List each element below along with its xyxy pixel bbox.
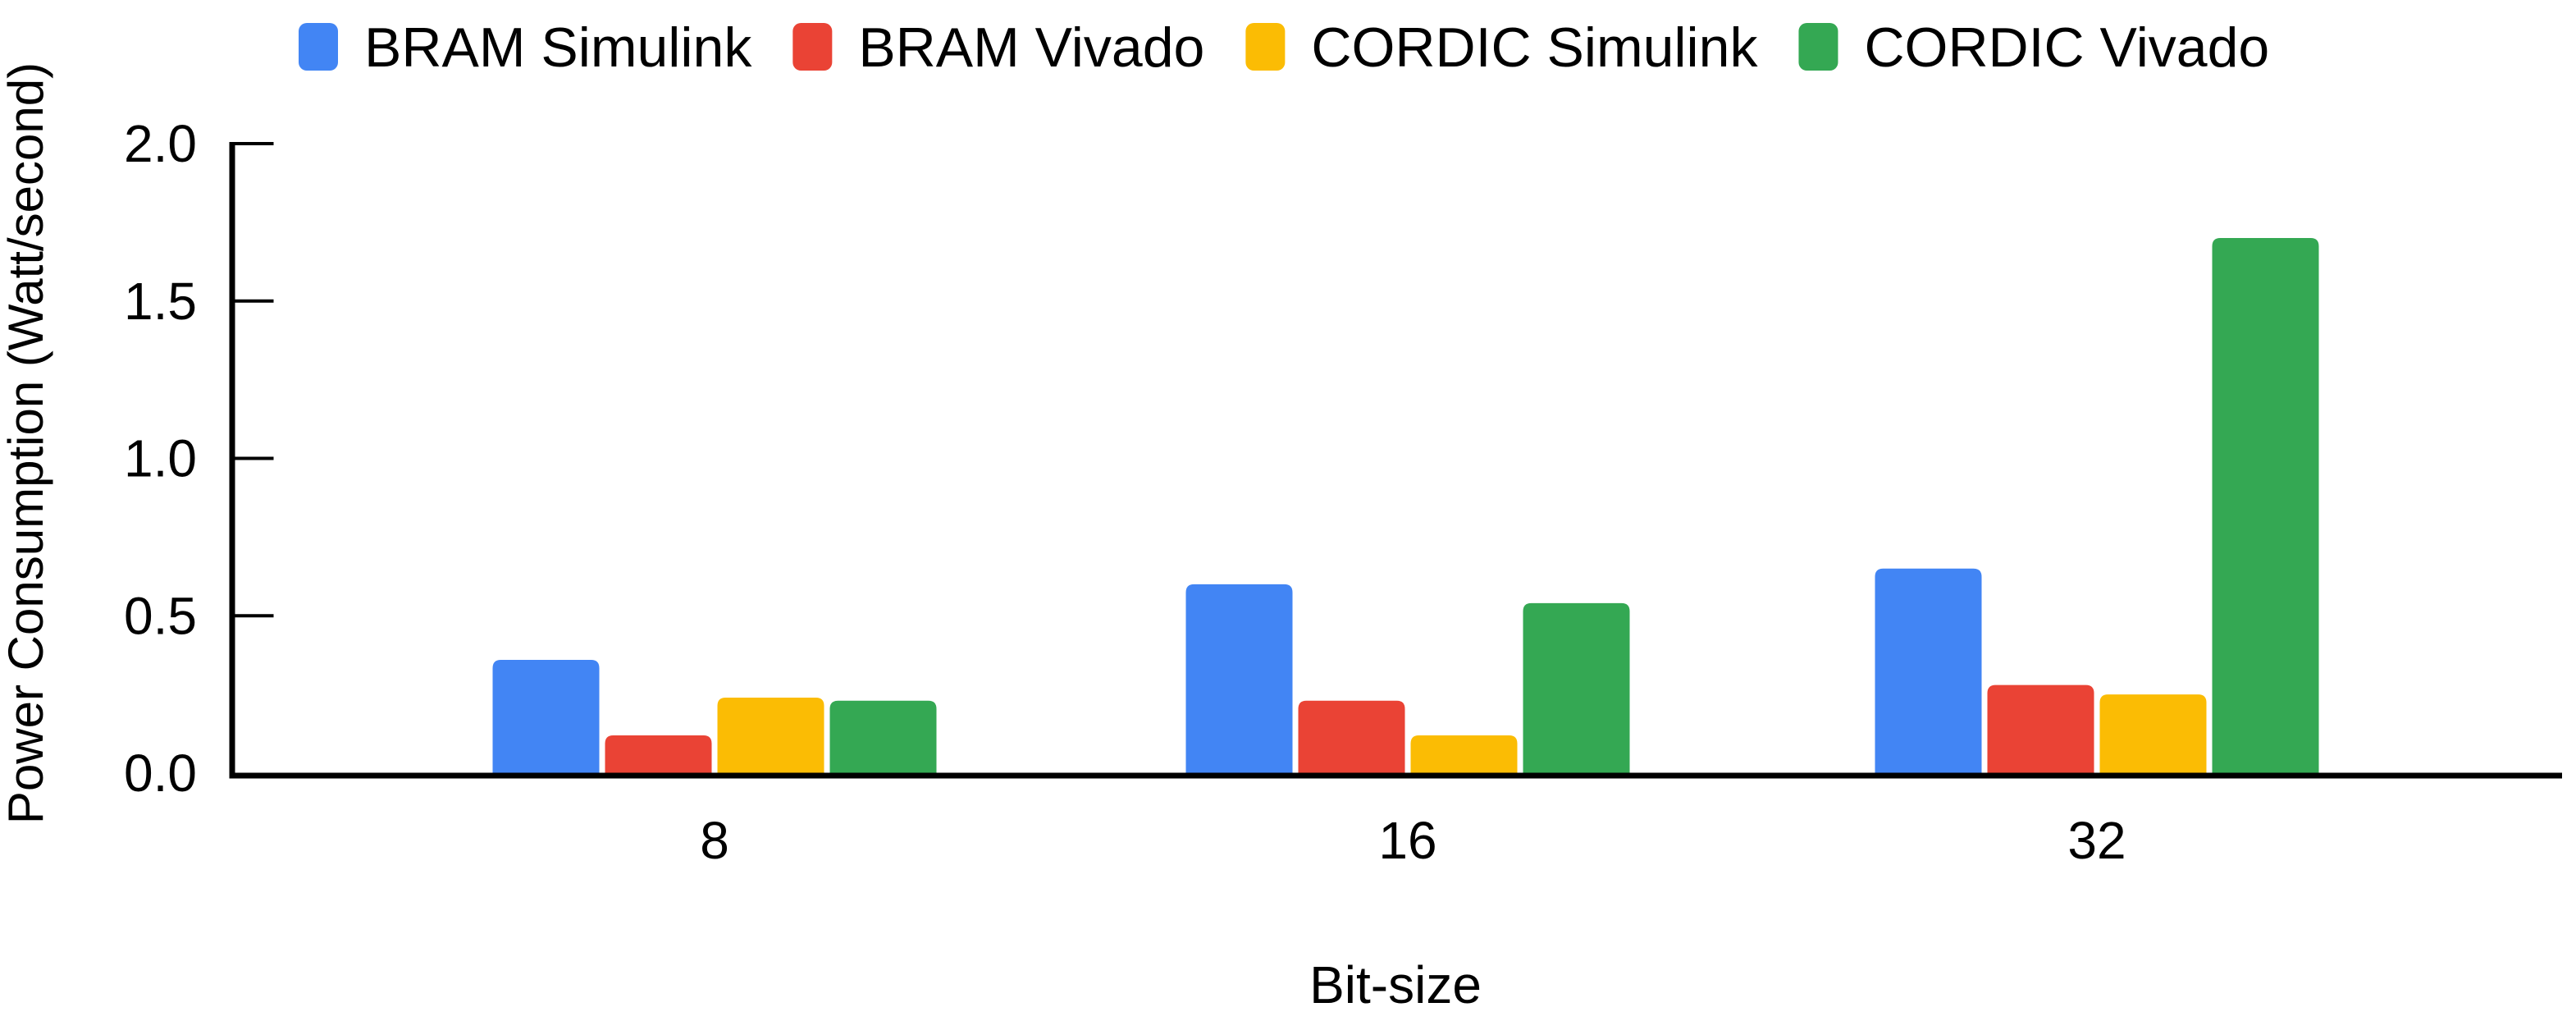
x-axis-line [229, 772, 2562, 779]
legend-swatch-cordic-vivado [1798, 23, 1838, 71]
y-tick-mark-0.5 [234, 614, 274, 618]
bar-16-bram-simulink [1185, 584, 1293, 776]
legend-label-cordic-vivado: CORDIC Vivado [1864, 16, 2269, 79]
legend-item-bram-simulink: BRAM Simulink [299, 16, 752, 79]
legend-label-bram-simulink: BRAM Simulink [364, 16, 752, 79]
bar-16-cordic-vivado [1523, 602, 1630, 776]
y-tick-mark-2.0 [234, 142, 274, 145]
bar-16-bram-vivado [1298, 700, 1405, 776]
legend-item-cordic-vivado: CORDIC Vivado [1798, 16, 2269, 79]
legend-swatch-cordic-simulink [1245, 23, 1286, 71]
bar-8-cordic-simulink [717, 697, 824, 776]
axes-group: 0.0 0.5 1.0 1.5 2.0 8 16 32 [124, 114, 2562, 870]
legend-label-cordic-simulink: CORDIC Simulink [1311, 16, 1758, 79]
y-tick-label-1.0: 1.0 [124, 429, 197, 488]
x-category-label-8: 8 [700, 811, 729, 870]
legend: BRAM Simulink BRAM Vivado CORDIC Simulink C… [299, 16, 2269, 79]
y-tick-mark-1.5 [234, 299, 274, 303]
x-axis-title: Bit-size [1309, 955, 1482, 1014]
legend-item-bram-vivado: BRAM Vivado [792, 16, 1204, 79]
x-category-label-32: 32 [2067, 811, 2126, 870]
bar-16-cordic-simulink [1410, 735, 1518, 776]
legend-label-bram-vivado: BRAM Vivado [858, 16, 1204, 79]
x-category-label-16: 16 [1378, 811, 1436, 870]
y-tick-label-2.0: 2.0 [124, 114, 197, 173]
bar-8-bram-vivado [605, 735, 712, 776]
bar-32-cordic-simulink [2099, 694, 2207, 776]
y-axis-line [229, 142, 235, 779]
y-tick-label-0.0: 0.0 [124, 744, 197, 803]
y-tick-mark-1.0 [234, 456, 274, 460]
bar-32-bram-vivado [1987, 684, 2094, 776]
legend-swatch-bram-simulink [299, 23, 338, 71]
y-tick-label-0.5: 0.5 [124, 586, 197, 645]
legend-item-cordic-simulink: CORDIC Simulink [1245, 16, 1758, 79]
bar-8-cordic-vivado [829, 700, 937, 776]
bars-group [492, 238, 2319, 776]
bar-32-bram-simulink [1875, 568, 1982, 776]
legend-swatch-bram-vivado [792, 23, 833, 71]
y-tick-label-1.5: 1.5 [124, 272, 197, 331]
bar-8-bram-simulink [492, 659, 600, 776]
bar-32-cordic-vivado [2212, 238, 2319, 776]
y-axis-title: Power Consumption (Watt/second) [0, 62, 53, 824]
axis-labels-group: Power Consumption (Watt/second) Bit-size [0, 62, 1482, 1014]
